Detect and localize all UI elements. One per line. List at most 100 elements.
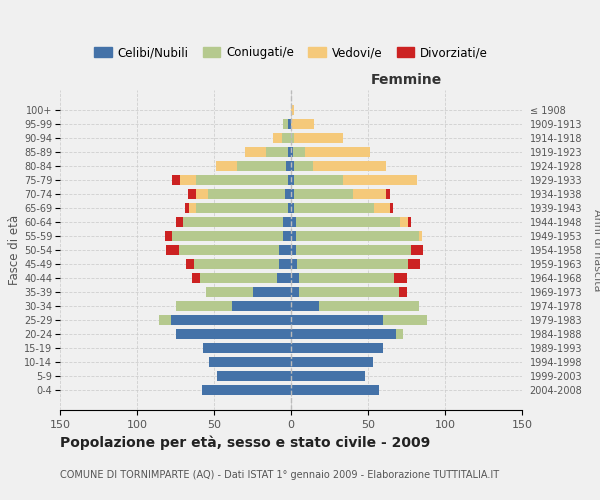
Text: Femmine: Femmine <box>371 73 442 87</box>
Bar <box>176 216 183 227</box>
Bar <box>389 202 392 213</box>
Bar <box>278 244 291 256</box>
Bar <box>209 357 291 368</box>
Bar <box>411 244 424 256</box>
Bar <box>294 132 343 143</box>
Bar <box>180 174 196 185</box>
Bar <box>253 287 291 298</box>
Bar <box>313 160 386 171</box>
Bar <box>165 230 172 241</box>
Bar <box>245 146 266 157</box>
Bar <box>288 146 291 157</box>
Bar <box>291 202 294 213</box>
Bar <box>196 202 288 213</box>
Legend: Celibi/Nubili, Coniugati/e, Vedovi/e, Divorziati/e: Celibi/Nubili, Coniugati/e, Vedovi/e, Di… <box>89 42 493 64</box>
Bar <box>188 188 196 199</box>
Bar <box>272 132 282 143</box>
Bar <box>291 315 383 326</box>
Bar <box>232 301 291 312</box>
Bar <box>291 132 294 143</box>
Bar <box>278 259 291 270</box>
Bar <box>196 188 208 199</box>
Bar <box>288 118 291 129</box>
Bar <box>299 273 394 283</box>
Bar <box>193 273 200 283</box>
Bar <box>291 188 294 199</box>
Bar <box>237 160 286 171</box>
Bar <box>203 343 291 353</box>
Bar <box>208 188 285 199</box>
Bar <box>194 259 278 270</box>
Bar <box>294 174 343 185</box>
Bar <box>288 174 291 185</box>
Bar <box>291 273 299 283</box>
Bar <box>305 146 370 157</box>
Bar <box>294 188 353 199</box>
Bar <box>196 174 288 185</box>
Bar <box>172 230 283 241</box>
Bar <box>266 146 288 157</box>
Bar <box>158 315 171 326</box>
Bar <box>343 174 417 185</box>
Bar <box>200 273 277 283</box>
Bar <box>291 118 314 129</box>
Bar <box>374 202 389 213</box>
Bar <box>291 160 294 171</box>
Bar <box>291 104 294 115</box>
Bar <box>179 244 278 256</box>
Bar <box>291 230 296 241</box>
Bar <box>394 273 407 283</box>
Bar <box>294 160 313 171</box>
Bar <box>386 188 389 199</box>
Bar <box>291 259 297 270</box>
Bar <box>408 259 421 270</box>
Bar <box>291 244 296 256</box>
Bar <box>296 230 419 241</box>
Bar <box>283 216 291 227</box>
Bar <box>282 132 291 143</box>
Bar <box>171 315 291 326</box>
Bar <box>299 287 399 298</box>
Bar <box>291 343 383 353</box>
Bar <box>291 216 296 227</box>
Bar <box>283 230 291 241</box>
Bar <box>396 329 403 340</box>
Bar <box>293 146 305 157</box>
Bar <box>319 301 419 312</box>
Bar <box>291 385 379 396</box>
Y-axis label: Anni di nascita: Anni di nascita <box>592 209 600 291</box>
Bar <box>176 329 291 340</box>
Bar <box>286 160 291 171</box>
Bar <box>291 301 319 312</box>
Bar <box>186 259 194 270</box>
Bar <box>296 216 400 227</box>
Bar <box>172 174 180 185</box>
Bar <box>217 371 291 382</box>
Bar <box>288 202 291 213</box>
Bar <box>190 202 196 213</box>
Bar <box>419 230 422 241</box>
Bar <box>291 357 373 368</box>
Bar <box>294 202 374 213</box>
Bar <box>183 216 283 227</box>
Text: Popolazione per età, sesso e stato civile - 2009: Popolazione per età, sesso e stato civil… <box>60 435 430 450</box>
Bar <box>408 216 411 227</box>
Bar <box>291 371 365 382</box>
Bar <box>399 287 407 298</box>
Bar <box>291 329 396 340</box>
Bar <box>206 287 253 298</box>
Bar <box>291 146 293 157</box>
Bar <box>296 244 411 256</box>
Y-axis label: Fasce di età: Fasce di età <box>8 215 21 285</box>
Bar <box>277 273 291 283</box>
Bar <box>353 188 386 199</box>
Text: COMUNE DI TORNIMPARTE (AQ) - Dati ISTAT 1° gennaio 2009 - Elaborazione TUTTITALI: COMUNE DI TORNIMPARTE (AQ) - Dati ISTAT … <box>60 470 499 480</box>
Bar <box>291 174 294 185</box>
Bar <box>283 118 288 129</box>
Bar <box>400 216 408 227</box>
Bar <box>202 385 291 396</box>
Bar <box>285 188 291 199</box>
Bar <box>215 160 237 171</box>
Bar <box>383 315 427 326</box>
Bar <box>291 287 299 298</box>
